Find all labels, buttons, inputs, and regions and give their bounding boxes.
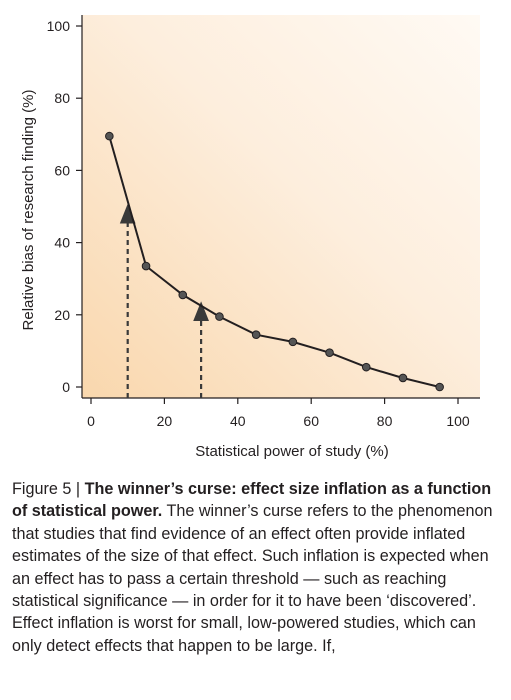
y-tick-label: 80 (54, 90, 70, 106)
data-point (215, 312, 224, 321)
data-point (251, 330, 261, 339)
y-tick-label: 20 (54, 307, 70, 323)
x-tick-label: 60 (303, 413, 319, 429)
x-axis-label: Statistical power of study (%) (195, 443, 388, 460)
data-point (435, 382, 444, 392)
y-axis-label: Relative bias of research finding (%) (20, 90, 37, 331)
x-tick-label: 100 (446, 413, 470, 429)
figure-caption: Figure 5 | The winner’s curse: effect si… (12, 478, 506, 657)
winners-curse-chart: 0 20 40 60 80 100 0 20 40 60 80 100 Statistical pow… (20, 15, 480, 460)
series-line (108, 135, 440, 388)
data-point (325, 348, 334, 358)
x-tick-label: 80 (377, 413, 393, 429)
caption-title: The winner’s curse: effect size inflatio… (12, 480, 492, 521)
data-series (105, 131, 444, 392)
y-tick-label: 40 (54, 235, 70, 251)
data-point (105, 131, 114, 141)
y-tick-label: 100 (47, 18, 71, 34)
data-point (178, 290, 188, 300)
data-point (361, 362, 371, 372)
x-tick-label: 0 (87, 413, 95, 429)
data-point (398, 373, 408, 383)
data-point (288, 337, 298, 347)
y-tick-label: 60 (54, 162, 70, 178)
data-point (141, 261, 151, 271)
caption-label: Figure 5 | (12, 480, 85, 498)
annotation-arrows (119, 203, 210, 398)
caption-text: The winner’s curse refers to the phenome… (12, 502, 493, 655)
plot-background (82, 15, 480, 398)
x-tick-label: 40 (230, 413, 246, 429)
x-tick-label: 20 (157, 413, 173, 429)
y-tick-label: 0 (62, 379, 70, 395)
axes: 0 20 40 60 80 100 0 20 40 60 80 100 (47, 15, 480, 429)
